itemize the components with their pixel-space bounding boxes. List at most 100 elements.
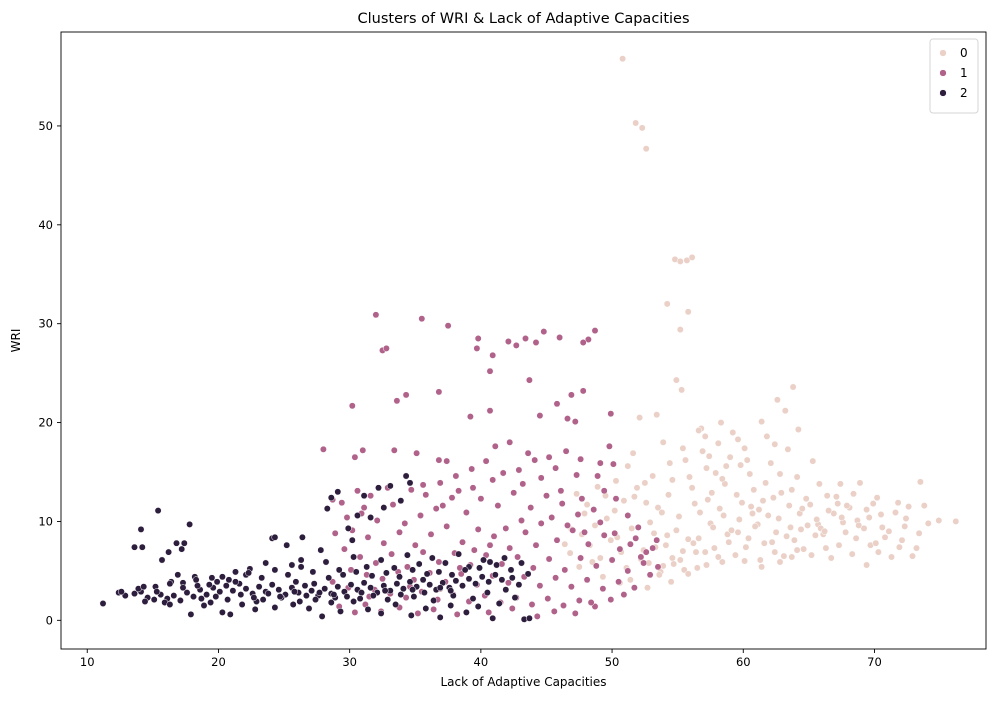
x-tick-label: 40	[474, 655, 489, 669]
point-series-2	[406, 479, 414, 487]
point-series-0	[720, 512, 728, 519]
point-series-2	[352, 568, 360, 576]
point-series-1	[567, 391, 575, 399]
point-series-2	[271, 604, 279, 611]
point-series-2	[245, 569, 253, 577]
point-series-2	[334, 583, 342, 591]
point-series-0	[924, 519, 932, 527]
point-series-1	[548, 514, 556, 521]
point-series-2	[138, 543, 146, 551]
legend-label-0: 0	[960, 46, 968, 60]
point-series-0	[695, 427, 703, 434]
point-series-2	[452, 577, 460, 585]
point-series-1	[646, 571, 654, 579]
x-tick-label: 10	[80, 655, 95, 669]
point-series-0	[714, 553, 722, 561]
point-series-1	[443, 522, 451, 530]
point-series-0	[759, 497, 767, 505]
point-series-0	[767, 459, 775, 467]
point-series-0	[716, 505, 724, 513]
point-series-0	[758, 418, 766, 426]
point-series-0	[679, 547, 687, 555]
point-series-0	[675, 513, 683, 520]
point-series-1	[615, 578, 623, 586]
point-series-1	[473, 344, 481, 352]
point-series-2	[301, 582, 309, 590]
y-tick-label: 30	[38, 317, 53, 331]
point-series-2	[178, 545, 186, 553]
point-series-0	[790, 536, 798, 544]
point-series-0	[902, 515, 910, 522]
point-series-0	[741, 444, 749, 452]
point-series-1	[506, 438, 514, 446]
point-series-1	[518, 517, 525, 524]
point-series-2	[455, 550, 463, 558]
point-series-2	[292, 578, 300, 586]
point-series-2	[166, 601, 174, 608]
point-series-2	[472, 580, 480, 588]
point-series-1	[571, 418, 579, 426]
point-series-1	[372, 311, 380, 319]
point-series-0	[668, 476, 676, 484]
point-series-0	[714, 439, 722, 447]
point-series-2	[251, 605, 259, 613]
point-series-2	[337, 607, 344, 615]
point-series-1	[544, 595, 552, 603]
point-series-2	[474, 603, 482, 610]
point-series-2	[469, 595, 477, 603]
point-series-1	[596, 459, 604, 467]
point-series-2	[465, 575, 473, 583]
point-series-2	[208, 574, 216, 582]
point-series-1	[640, 559, 648, 567]
point-series-1	[624, 512, 632, 519]
point-series-0	[686, 473, 693, 481]
point-series-1	[620, 591, 628, 599]
point-series-1	[590, 506, 598, 514]
point-series-0	[729, 429, 737, 436]
point-series-2	[197, 595, 205, 603]
point-series-2	[327, 599, 335, 606]
point-series-0	[566, 549, 574, 557]
point-series-0	[641, 479, 649, 487]
point-series-1	[486, 407, 494, 415]
point-series-1	[482, 457, 490, 465]
series-0	[561, 55, 960, 592]
point-series-0	[804, 521, 812, 529]
point-series-0	[689, 539, 697, 547]
point-series-1	[403, 563, 411, 571]
point-series-0	[710, 544, 718, 552]
point-series-0	[769, 494, 777, 502]
point-series-2	[250, 594, 258, 602]
point-series-0	[650, 529, 658, 537]
x-tick-label: 50	[605, 655, 620, 669]
point-series-0	[630, 493, 638, 501]
point-series-2	[410, 593, 418, 601]
point-series-0	[784, 445, 792, 453]
point-series-1	[474, 335, 482, 342]
point-series-2	[225, 576, 233, 584]
point-series-2	[396, 573, 403, 581]
point-series-2	[213, 578, 221, 586]
point-series-0	[653, 411, 661, 419]
point-series-2	[194, 582, 201, 590]
point-series-1	[402, 594, 410, 602]
point-series-2	[200, 602, 208, 609]
point-series-0	[599, 573, 607, 581]
point-series-0	[916, 478, 924, 486]
point-series-1	[319, 445, 327, 453]
point-series-2	[406, 578, 414, 586]
point-series-0	[836, 480, 844, 488]
point-series-1	[654, 563, 662, 571]
point-series-0	[684, 570, 692, 578]
point-series-1	[524, 449, 532, 457]
point-series-0	[830, 510, 838, 517]
point-series-1	[494, 502, 502, 510]
point-series-0	[952, 517, 960, 525]
point-series-2	[441, 559, 449, 567]
point-series-2	[343, 593, 351, 601]
point-series-1	[338, 499, 346, 507]
point-series-1	[594, 472, 602, 480]
point-series-2	[218, 573, 226, 581]
point-series-1	[637, 553, 645, 561]
